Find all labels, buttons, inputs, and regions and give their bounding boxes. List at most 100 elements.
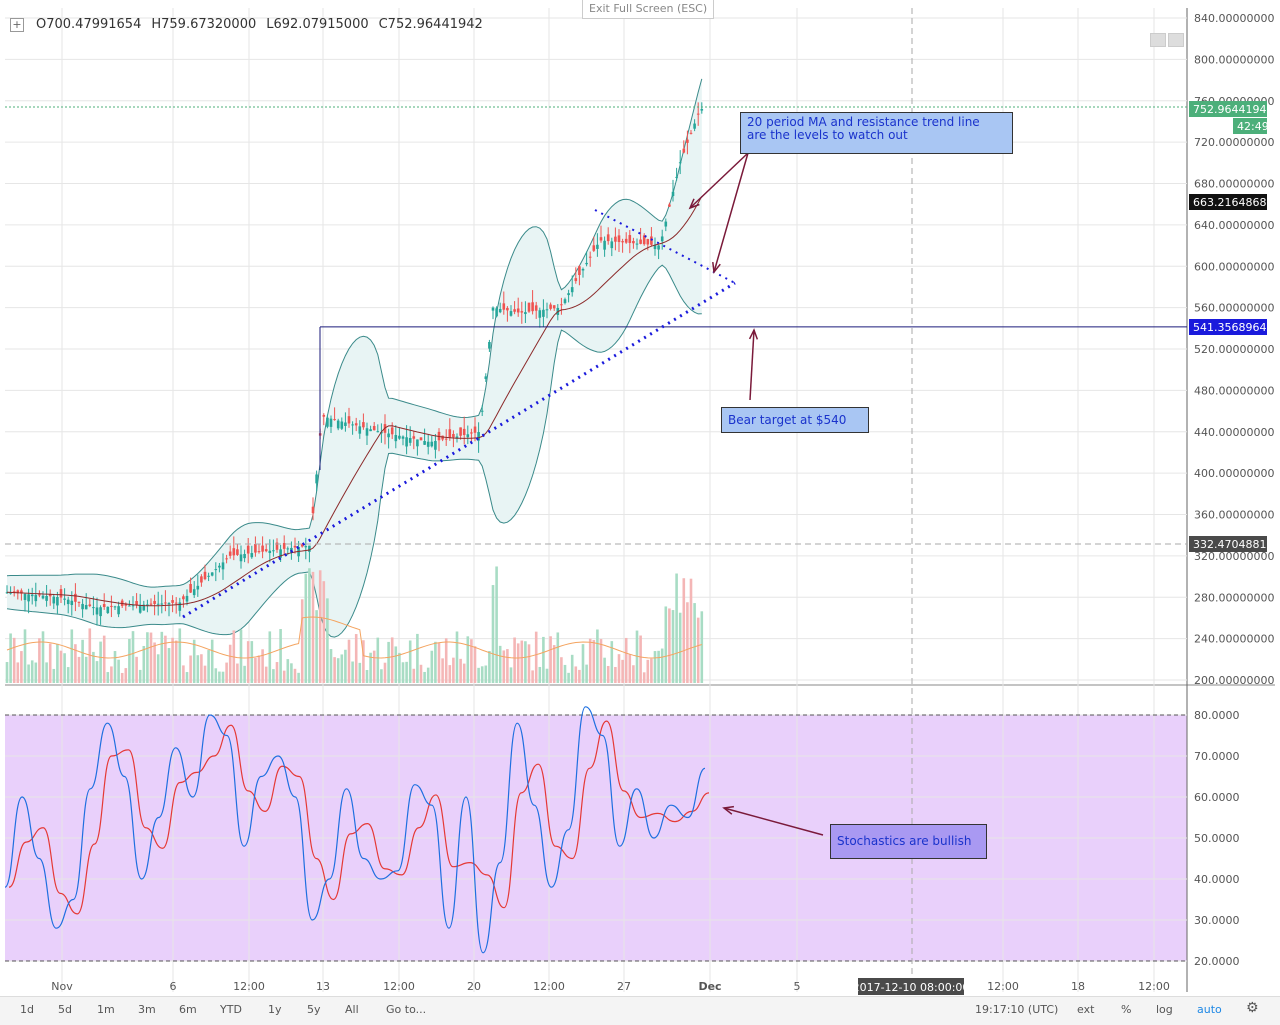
volume-bar — [326, 598, 329, 683]
candle-body — [221, 562, 225, 570]
volume-bar — [552, 645, 556, 683]
price-tick-label: 520.00000000 — [1194, 343, 1274, 356]
candle-body — [650, 236, 653, 245]
candle-body — [434, 440, 437, 450]
candle-body — [16, 590, 20, 594]
interval-5d[interactable]: 5d — [58, 1003, 72, 1016]
volume-bar — [581, 644, 585, 683]
candle-body — [171, 600, 174, 603]
candle-body — [30, 594, 34, 597]
volume-bar — [264, 666, 268, 683]
volume-bar — [560, 657, 563, 683]
interval-1d[interactable]: 1d — [20, 1003, 34, 1016]
volume-bar — [369, 652, 372, 683]
arrow-to-bear-target-head — [748, 328, 759, 340]
candle-body — [534, 305, 538, 311]
log-toggle[interactable]: log — [1156, 1003, 1173, 1016]
volume-bar — [365, 669, 369, 683]
ma-note-line2: are the levels to watch out — [747, 128, 908, 142]
candle-body — [578, 266, 581, 276]
volume-bar — [128, 638, 131, 683]
candle-body — [567, 293, 570, 296]
ext-toggle[interactable]: ext — [1077, 1003, 1095, 1016]
auto-scale-toggle[interactable]: auto — [1197, 1003, 1222, 1016]
arrow-to-stochastics-head — [722, 805, 735, 815]
volume-bar — [567, 672, 570, 683]
volume-bar — [16, 662, 20, 683]
bollinger-bands — [6, 78, 703, 638]
time-tick-label: 20 — [467, 980, 481, 993]
candle-body — [462, 428, 466, 436]
volume-bar — [272, 669, 275, 683]
volume-bar — [419, 664, 423, 683]
restore-icon[interactable] — [1150, 33, 1166, 47]
candle-body — [549, 304, 552, 309]
arrow-to-ma-head — [688, 198, 700, 210]
volume-bar — [156, 654, 160, 683]
interval-all[interactable]: All — [345, 1003, 359, 1016]
interval-6m[interactable]: 6m — [179, 1003, 197, 1016]
candle-body — [527, 302, 531, 312]
volume-bar — [646, 659, 650, 683]
candle-body — [621, 241, 624, 243]
volume-bar — [160, 631, 164, 683]
volume-bar — [117, 659, 120, 683]
settings-gear-icon[interactable]: ⚙ — [1246, 1000, 1259, 1016]
stoch-tick-label: 20.0000 — [1194, 955, 1240, 968]
interval-1y[interactable]: 1y — [268, 1003, 282, 1016]
volume-bar — [70, 629, 74, 683]
candle-body — [574, 278, 578, 282]
volume-bar — [102, 635, 106, 683]
candle-body — [617, 235, 621, 243]
volume-bar — [149, 632, 153, 683]
candle-body — [275, 542, 279, 550]
volume-bar — [304, 573, 308, 683]
volume-bar — [84, 656, 88, 683]
volume-bar — [653, 651, 657, 683]
volume-bar — [527, 644, 531, 683]
time-tick-label: Dec — [698, 980, 721, 993]
candle-body — [563, 299, 567, 304]
stochastic-lines — [4, 706, 710, 954]
volume-bar — [52, 668, 56, 683]
time-tick-label: 5 — [794, 980, 801, 993]
candle-body — [34, 594, 38, 602]
interval-ytd[interactable]: YTD — [220, 1003, 242, 1016]
volume-bar — [606, 665, 610, 683]
bb-upper — [6, 78, 703, 588]
volume-bar — [63, 653, 66, 683]
volume-bar — [498, 645, 502, 683]
candle-body — [351, 424, 354, 426]
time-tick-label: 18 — [1071, 980, 1085, 993]
candle-body — [639, 239, 642, 244]
candle-body — [506, 307, 509, 311]
maximize-icon[interactable] — [1168, 33, 1184, 47]
candle-body — [196, 585, 200, 590]
volume-bar — [88, 628, 92, 683]
time-tick-label: 12:00 — [1138, 980, 1170, 993]
candle-body — [570, 287, 574, 293]
volume-bar — [254, 657, 257, 683]
candle-body — [372, 426, 376, 431]
goto-button[interactable]: Go to... — [386, 1003, 427, 1016]
volume-bar — [210, 639, 214, 683]
ma-label-box — [1189, 194, 1267, 210]
last-price-label: 752.96441942 — [1193, 103, 1273, 116]
interval-5y[interactable]: 5y — [307, 1003, 321, 1016]
interval-1m[interactable]: 1m — [97, 1003, 115, 1016]
stoch-d-line — [8, 720, 710, 915]
volume-bar — [207, 650, 210, 683]
volume-bar — [228, 644, 232, 683]
percent-toggle[interactable]: % — [1121, 1003, 1132, 1016]
volume-bar — [282, 670, 286, 683]
price-tick-label: 560.00000000 — [1194, 302, 1274, 315]
crosshair-price-label: 332.47048818 — [1193, 538, 1273, 551]
exit-fullscreen-button[interactable]: Exit Full Screen (ESC) — [582, 0, 715, 19]
candle-body — [326, 417, 329, 427]
candle-body — [225, 558, 228, 560]
ascending-trend-line — [182, 281, 736, 619]
expand-icon[interactable]: + — [10, 17, 24, 32]
interval-3m[interactable]: 3m — [138, 1003, 156, 1016]
volume-bar — [491, 585, 495, 683]
